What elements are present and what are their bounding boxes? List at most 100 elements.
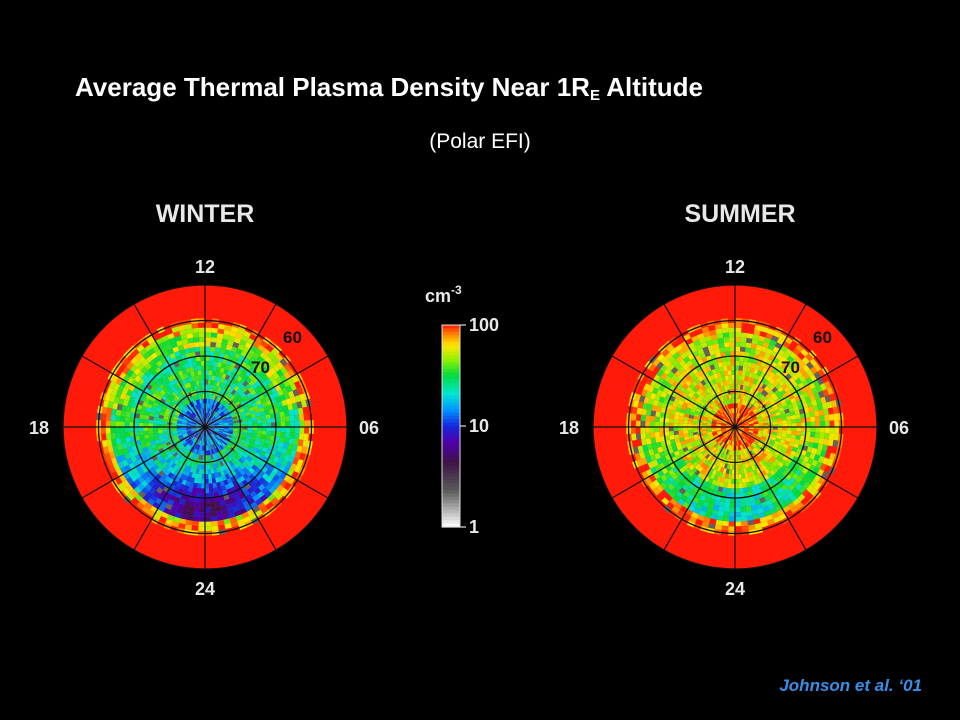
density-cell (212, 482, 217, 488)
density-cell (664, 493, 673, 502)
density-cell (166, 443, 173, 449)
density-cell (704, 437, 710, 442)
density-cell (675, 355, 684, 363)
density-cell (252, 455, 259, 462)
density-cell (659, 412, 666, 418)
density-cell (299, 420, 305, 427)
density-cell (742, 385, 746, 391)
density-cell (796, 427, 802, 432)
density-cell (667, 363, 675, 371)
density-cell (744, 462, 749, 469)
density-cell (679, 412, 685, 417)
density-cell (195, 427, 201, 429)
density-cell (673, 427, 679, 431)
mlt-label: 18 (559, 418, 579, 438)
density-cell (205, 464, 208, 470)
density-cell (198, 526, 205, 532)
density-cell (194, 375, 199, 381)
density-cell (177, 359, 184, 366)
density-cell (794, 490, 802, 499)
density-cell (214, 347, 221, 353)
density-cell (725, 427, 731, 430)
density-cell (130, 372, 138, 380)
density-cell (735, 384, 738, 390)
density-cell (728, 322, 735, 328)
density-cell (129, 427, 135, 432)
density-cell (120, 415, 126, 422)
density-cell (269, 367, 277, 376)
density-cell (186, 450, 191, 456)
colorbar-segment (442, 362, 460, 366)
density-cell (251, 416, 257, 421)
density-cell (120, 410, 127, 417)
density-cell (781, 470, 789, 478)
density-cell (255, 437, 261, 442)
density-cell (239, 475, 246, 483)
density-cell (709, 412, 715, 417)
density-cell (820, 427, 825, 433)
density-cell (691, 335, 699, 343)
density-cell (737, 419, 742, 424)
density-cell (802, 391, 810, 398)
density-cell (735, 346, 741, 352)
density-cell (126, 406, 132, 413)
density-cell (813, 392, 821, 400)
density-cell (713, 434, 718, 438)
density-cell (167, 452, 173, 459)
density-cell (719, 501, 726, 507)
density-cell (134, 417, 140, 423)
colorbar-segment (442, 338, 460, 343)
density-cell (735, 408, 738, 413)
density-cell (195, 380, 200, 386)
density-cell (208, 445, 212, 451)
density-cell (721, 421, 727, 424)
density-cell (756, 477, 763, 484)
density-cell (682, 427, 688, 431)
density-cell (185, 470, 190, 477)
density-cell (218, 524, 226, 531)
density-cell (193, 482, 198, 488)
density-cell (201, 440, 204, 446)
density-cell (666, 404, 673, 410)
density-cell (192, 327, 199, 334)
density-cell (235, 332, 243, 340)
density-cell (720, 414, 725, 419)
density-cell (218, 495, 225, 502)
density-cell (823, 408, 829, 416)
density-cell (266, 418, 272, 423)
density-cell (748, 423, 754, 426)
density-cell (250, 458, 257, 465)
density-cell (242, 380, 249, 387)
colorbar-segment (442, 523, 460, 528)
density-cell (218, 419, 223, 423)
density-cell (728, 413, 732, 419)
density-cell (680, 440, 686, 446)
density-cell (652, 366, 660, 375)
density-cell (141, 340, 150, 349)
density-cell (230, 326, 239, 333)
density-cell (803, 440, 810, 447)
density-cell (791, 419, 797, 424)
density-cell (216, 467, 221, 473)
density-cell (221, 388, 227, 395)
density-cell (184, 405, 190, 411)
density-cell (129, 422, 135, 427)
density-cell (200, 440, 203, 446)
density-cell (717, 418, 723, 422)
density-cell (209, 409, 213, 414)
density-cell (186, 333, 194, 339)
colorbar-segment (442, 385, 460, 390)
density-cell (251, 363, 259, 371)
density-cell (206, 418, 209, 423)
density-cell (781, 401, 788, 408)
density-cell (707, 419, 713, 423)
density-cell (198, 430, 203, 435)
density-cell (688, 470, 695, 477)
density-cell (779, 490, 787, 498)
mlt-label: 12 (725, 257, 745, 277)
density-cell (729, 413, 732, 419)
density-cell (198, 322, 205, 328)
density-cell (759, 439, 765, 444)
density-cell (691, 453, 698, 459)
density-cell (205, 332, 212, 338)
